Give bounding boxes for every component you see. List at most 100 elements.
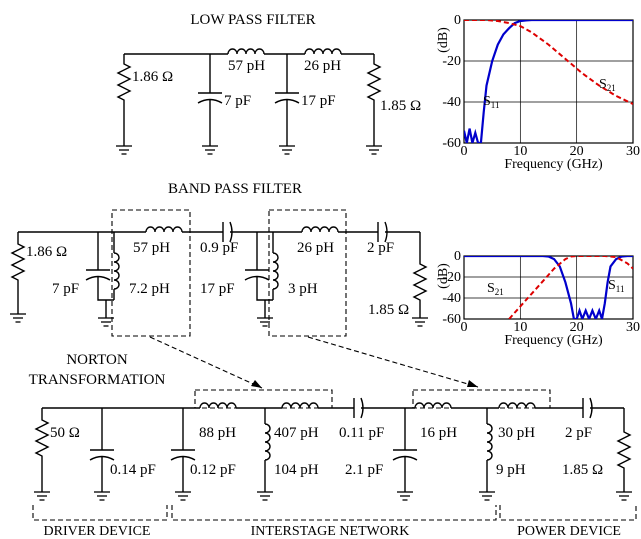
ground-icon: [256, 317, 274, 327]
y-tick-label: -40: [442, 291, 461, 306]
final-ls2-label: 9 pH: [496, 462, 526, 478]
series-label-s21: S21: [487, 281, 504, 297]
lpf-response-plot: 0 10 20 30 0 -20 -40 -60 Frequency (GHz) (dB) S11 S…: [436, 13, 640, 172]
norton-result-box-1: [194, 389, 333, 409]
series-label-s21: S21: [599, 77, 616, 93]
bpf-l1-label: 57 pH: [133, 240, 170, 256]
bpf-rout-label: 1.85 Ω: [368, 302, 409, 318]
final-c1-label: 0.14 pF: [110, 462, 156, 478]
bpf-cs1-label: 0.9 pF: [200, 240, 238, 256]
norton-result-box-2: [412, 389, 551, 409]
interstage-network-bracket: [171, 505, 497, 521]
bpf-series-inductor-1: [145, 226, 183, 233]
lpf-input-resistor: [116, 54, 132, 146]
final-l1-label: 88 pH: [199, 425, 236, 441]
x-tick-label: 20: [570, 144, 584, 159]
x-tick-label: 0: [461, 320, 468, 335]
final-inductor-1: [199, 402, 237, 409]
bpf-c2-label: 17 pF: [200, 281, 235, 297]
final-l4-label: 30 pH: [498, 425, 535, 441]
bpf-series-cap-1: [222, 221, 233, 243]
final-inductor-3: [414, 402, 452, 409]
lpf-c1-label: 7 pF: [224, 93, 251, 109]
x-axis-label: Frequency (GHz): [504, 157, 603, 172]
driver-device-bracket: [32, 505, 168, 521]
final-series-cap-2: [582, 397, 593, 419]
lpf-c2-label: 17 pF: [301, 93, 336, 109]
norton-box-2: [268, 209, 347, 337]
lpf-rin-label: 1.86 Ω: [132, 69, 173, 85]
x-tick-label: 10: [513, 144, 527, 159]
lpf-l1-label: 57 pH: [228, 58, 265, 74]
final-inductor-2: [281, 402, 319, 409]
x-axis-label: Frequency (GHz): [504, 333, 603, 348]
final-rout-label: 1.85 Ω: [562, 462, 603, 478]
ground-icon: [115, 145, 133, 155]
power-device-label: POWER DEVICE: [517, 524, 621, 539]
ground-icon: [365, 145, 383, 155]
ground-icon: [411, 317, 429, 327]
bpf-rin-label: 1.86 Ω: [26, 244, 67, 260]
ground-icon: [615, 491, 633, 501]
plot-frame: [463, 19, 634, 144]
final-cs2-label: 2 pF: [565, 425, 592, 441]
norton-label-line1: NORTON: [66, 352, 127, 368]
bpf-ls2-label: 3 pH: [288, 281, 318, 297]
final-shunt-inductor-1: [264, 423, 271, 492]
lpf-title: LOW PASS FILTER: [190, 12, 315, 28]
final-l2-label: 407 pH: [274, 425, 319, 441]
series-line-s21: [464, 20, 633, 105]
bpf-c1-label: 7 pF: [52, 281, 79, 297]
lpf-l2-label: 26 pH: [304, 58, 341, 74]
bpf-shunt-inductor-1: [113, 252, 120, 290]
lpf-output-resistor: [366, 54, 382, 146]
final-network-schematic: DRIVER DEVICE INTERSTAGE NETWORK POWER D…: [32, 389, 637, 539]
x-tick-label: 30: [626, 320, 640, 335]
series-label-s11: S11: [483, 94, 499, 110]
norton-label-line2: TRANSFORMATION: [29, 372, 166, 388]
y-tick-label: 0: [454, 249, 461, 264]
y-axis-label: (dB): [436, 263, 451, 289]
ground-icon: [33, 491, 51, 501]
bpf-title: BAND PASS FILTER: [168, 181, 302, 197]
final-inductor-4: [498, 402, 536, 409]
x-tick-label: 0: [461, 144, 468, 159]
bpf-l2-label: 26 pH: [297, 240, 334, 256]
bpf-response-plot: 0 10 20 30 0 -20 -40 -60 Frequency (GHz) (dB) S11 S…: [436, 249, 640, 348]
ground-icon: [256, 491, 274, 501]
final-series-cap-1: [353, 397, 364, 419]
ground-icon: [174, 491, 192, 501]
bpf-series-cap-2: [377, 221, 388, 243]
ground-icon: [478, 491, 496, 501]
lpf-inductor-2: [304, 48, 342, 55]
norton-box-1: [111, 209, 191, 337]
final-ls1-label: 104 pH: [274, 462, 319, 478]
ground-icon: [278, 145, 296, 155]
y-tick-label: 0: [454, 13, 461, 28]
final-cs1-label: 0.11 pF: [339, 425, 384, 441]
x-tick-label: 20: [570, 320, 584, 335]
y-tick-label: -60: [442, 312, 461, 327]
power-device-bracket: [499, 505, 637, 521]
final-c2-label: 0.12 pF: [190, 462, 236, 478]
bpf-schematic: BAND PASS FILTER 1.86 Ω 7 pF 57 pH 7.2 p…: [9, 181, 429, 337]
ground-icon: [9, 313, 27, 323]
y-axis-label: (dB): [436, 27, 451, 53]
y-tick-label: -40: [442, 95, 461, 110]
bpf-series-inductor-2: [301, 226, 339, 233]
arrow-head-icon: [251, 380, 262, 388]
series-line-s11: [464, 20, 633, 143]
arrow-head-icon: [467, 380, 478, 387]
series-label-s11: S11: [608, 278, 624, 294]
x-tick-label: 30: [626, 144, 640, 159]
interstage-network-label: INTERSTAGE NETWORK: [251, 524, 410, 539]
final-c3-label: 2.1 pF: [345, 462, 383, 478]
series-line-s21: [508, 256, 633, 319]
y-tick-label: -20: [442, 54, 461, 69]
final-shunt-inductor-2: [486, 423, 493, 492]
y-tick-label: -60: [442, 136, 461, 151]
lpf-inductor-1: [227, 48, 265, 55]
ground-icon: [201, 145, 219, 155]
ground-icon: [93, 491, 111, 501]
